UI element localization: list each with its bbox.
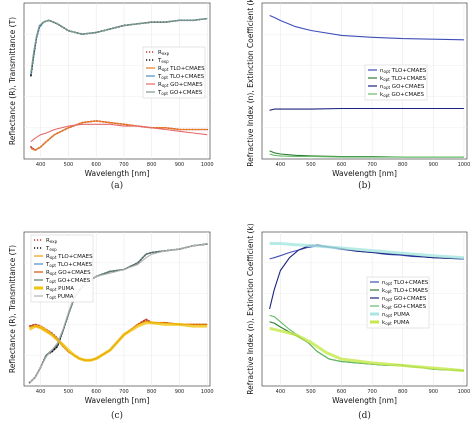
legend-label: kopt TLO+CMAES — [380, 76, 426, 82]
x-tick-label: 800 — [147, 162, 157, 168]
series-line — [269, 153, 464, 158]
legend-label: Topt TLO+CMAES — [157, 74, 205, 80]
legend-label: nopt TLO+CMAES — [380, 68, 427, 74]
x-tick-label: 900 — [429, 389, 439, 395]
legend-box — [366, 276, 430, 329]
x-tick-label: 700 — [367, 389, 377, 395]
legend-label: kopt GO+CMAES — [382, 304, 427, 310]
x-axis-label: Wavelength [nm] — [85, 169, 150, 178]
panel-caption: (a) — [111, 180, 123, 191]
chart-panel-d: 400 500 600 700 800 900 1000 Wavelength [nm] Ref… — [246, 223, 470, 421]
x-tick-label: 900 — [175, 389, 185, 395]
x-tick-label: 400 — [276, 389, 286, 395]
x-tick-label: 800 — [147, 389, 157, 395]
legend-label: Rexp — [46, 238, 58, 244]
chart-panel-c: 400 500 600 700 800 900 1000 Wavelength [nm] Ref… — [8, 231, 214, 421]
x-axis-label: Wavelength [nm] — [332, 169, 397, 178]
x-tick-label: 600 — [91, 162, 101, 168]
legend-label: kopt TLO+CMAES — [382, 288, 428, 294]
x-axis-label: Wavelength [nm] — [332, 396, 397, 405]
x-tick-label: 1000 — [201, 389, 214, 395]
x-tick-label: 400 — [36, 389, 46, 395]
x-tick-label: 500 — [64, 389, 74, 395]
legend-label: nopt GO+CMAES — [382, 296, 427, 302]
y-axis-label: Reflectance (R), Transmittance (T) — [8, 17, 17, 145]
legend-label: Ropt GO+CMAES — [46, 270, 91, 276]
x-tick-label: 400 — [36, 162, 46, 168]
x-tick-label: 500 — [64, 162, 74, 168]
legend-label: Ropt PUMA — [46, 286, 74, 292]
series-line — [269, 107, 464, 111]
legend-label: Texp — [45, 246, 57, 252]
legend-label: nopt PUMA — [382, 312, 410, 318]
x-tick-label: 900 — [175, 162, 185, 168]
legend-label: Topt PUMA — [45, 294, 74, 300]
legend-label: Ropt TLO+CMAES — [158, 66, 205, 72]
plot-area — [261, 2, 468, 160]
series-line — [269, 14, 464, 41]
legend-label: Rexp — [158, 50, 170, 56]
series-line — [30, 123, 208, 143]
x-tick-label: 400 — [276, 162, 286, 168]
x-tick-label: 1000 — [458, 162, 471, 168]
legend-label: nopt GO+CMAES — [380, 84, 425, 90]
y-axis-label: Refractive Index (n), Extinction Coeffic… — [246, 223, 255, 394]
panel-caption: (d) — [358, 410, 371, 421]
legend-label: kopt GO+CMAES — [380, 92, 425, 98]
legend-label: Topt GO+CMAES — [45, 278, 91, 284]
panel-caption: (b) — [358, 180, 371, 191]
series-line — [28, 321, 208, 362]
chart-panel-a: 400 500 600 700 800 900 1000 Wavelength [nm] Ref… — [8, 2, 214, 191]
x-tick-label: 500 — [306, 389, 316, 395]
chart-panel-b: 400 500 600 700 800 900 1000 Wavelength [nm] Ref… — [246, 0, 470, 191]
x-axis-label: Wavelength [nm] — [85, 396, 150, 405]
series-line — [30, 18, 208, 73]
legend-label: kopt PUMA — [382, 320, 410, 326]
x-tick-label: 700 — [119, 389, 129, 395]
x-tick-label: 600 — [337, 162, 347, 168]
x-tick-label: 800 — [398, 389, 408, 395]
legend-label: Topt TLO+CMAES — [45, 262, 93, 268]
x-tick-label: 700 — [367, 162, 377, 168]
y-axis-label: Reflectance (R), Transmittance (T) — [8, 245, 17, 373]
x-tick-label: 500 — [306, 162, 316, 168]
legend-box — [142, 46, 206, 99]
legend-label: Texp — [157, 58, 169, 64]
y-axis-label: Refractive Index (n), Extinction Coeffic… — [246, 0, 255, 167]
series-line — [30, 120, 208, 151]
x-tick-label: 600 — [337, 389, 347, 395]
x-tick-label: 600 — [91, 389, 101, 395]
x-tick-label: 800 — [398, 162, 408, 168]
x-tick-label: 700 — [119, 162, 129, 168]
x-tick-label: 900 — [429, 162, 439, 168]
series-line — [269, 242, 464, 260]
panel-caption: (c) — [111, 410, 123, 421]
legend-label: nopt TLO+CMAES — [382, 280, 429, 286]
series-line — [269, 326, 465, 373]
x-tick-label: 1000 — [201, 162, 214, 168]
legend-label: Ropt GO+CMAES — [158, 82, 203, 88]
legend-label: Ropt TLO+CMAES — [46, 254, 93, 260]
legend-box — [30, 234, 94, 303]
legend-label: Topt GO+CMAES — [157, 90, 203, 96]
x-tick-label: 1000 — [458, 389, 471, 395]
